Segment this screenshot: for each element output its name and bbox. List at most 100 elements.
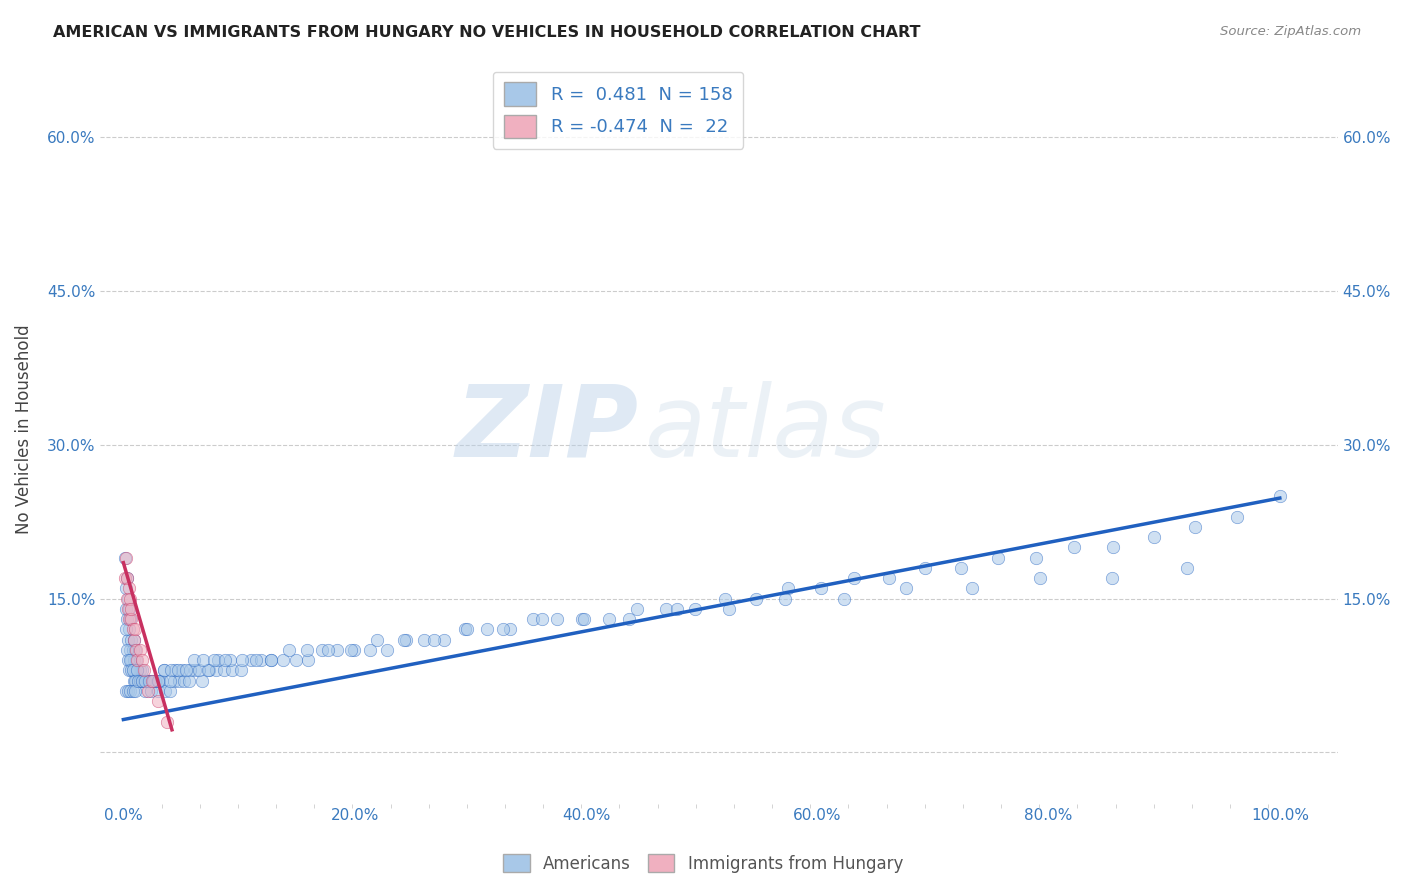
Point [121, 632, 143, 647]
Y-axis label: No Vehicles in Household: No Vehicles in Household [15, 325, 32, 534]
Point [118, 623, 141, 637]
Point [271, 653, 294, 667]
Point [114, 623, 136, 637]
Point [115, 612, 138, 626]
Point [250, 653, 273, 667]
Point [197, 663, 219, 677]
Point [231, 663, 253, 677]
Point [131, 673, 153, 688]
Point [179, 673, 201, 688]
Point [173, 673, 195, 688]
Point [1063, 541, 1085, 555]
Point [187, 663, 209, 677]
Point [153, 663, 176, 677]
Point [366, 632, 388, 647]
Point [212, 663, 235, 677]
Point [125, 653, 148, 667]
Point [128, 673, 150, 688]
Point [718, 602, 741, 616]
Point [713, 591, 735, 606]
Point [174, 663, 197, 677]
Point [1184, 520, 1206, 534]
Point [214, 653, 236, 667]
Point [114, 602, 136, 616]
Point [134, 673, 156, 688]
Point [115, 571, 138, 585]
Point [778, 582, 800, 596]
Point [456, 623, 478, 637]
Point [118, 582, 141, 596]
Point [134, 673, 156, 688]
Point [423, 632, 446, 647]
Point [745, 591, 768, 606]
Point [115, 571, 138, 585]
Point [128, 642, 150, 657]
Point [156, 714, 179, 729]
Point [121, 653, 143, 667]
Point [498, 623, 520, 637]
Point [260, 653, 283, 667]
Point [877, 571, 900, 585]
Point [666, 602, 689, 616]
Point [114, 683, 136, 698]
Point [522, 612, 544, 626]
Point [1226, 509, 1249, 524]
Point [114, 571, 136, 585]
Point [340, 642, 363, 657]
Point [121, 602, 143, 616]
Point [655, 602, 678, 616]
Legend: R =  0.481  N = 158, R = -0.474  N =  22: R = 0.481 N = 158, R = -0.474 N = 22 [494, 71, 744, 149]
Point [683, 602, 706, 616]
Point [141, 673, 163, 688]
Point [115, 591, 138, 606]
Point [530, 612, 553, 626]
Point [453, 623, 475, 637]
Point [239, 653, 262, 667]
Point [159, 673, 181, 688]
Point [394, 632, 416, 647]
Point [297, 653, 319, 667]
Point [117, 602, 139, 616]
Point [163, 673, 186, 688]
Point [121, 683, 143, 698]
Point [572, 612, 595, 626]
Point [127, 663, 149, 677]
Point [131, 663, 153, 677]
Point [122, 632, 145, 647]
Point [832, 591, 855, 606]
Point [139, 673, 162, 688]
Point [1029, 571, 1052, 585]
Point [1101, 571, 1123, 585]
Point [165, 663, 187, 677]
Point [124, 623, 146, 637]
Point [121, 663, 143, 677]
Point [134, 663, 156, 677]
Point [153, 683, 176, 698]
Point [143, 673, 166, 688]
Point [1175, 561, 1198, 575]
Point [207, 653, 229, 667]
Point [166, 663, 188, 677]
Point [120, 591, 142, 606]
Point [202, 653, 225, 667]
Point [122, 632, 145, 647]
Point [1143, 530, 1166, 544]
Point [117, 683, 139, 698]
Point [492, 623, 515, 637]
Point [142, 673, 165, 688]
Point [277, 642, 299, 657]
Point [118, 602, 141, 616]
Point [117, 653, 139, 667]
Point [127, 673, 149, 688]
Point [773, 591, 796, 606]
Point [316, 642, 339, 657]
Point [135, 673, 157, 688]
Point [121, 663, 143, 677]
Point [121, 623, 143, 637]
Point [205, 663, 228, 677]
Point [114, 550, 136, 565]
Point [218, 653, 240, 667]
Point [844, 571, 866, 585]
Text: Source: ZipAtlas.com: Source: ZipAtlas.com [1220, 25, 1361, 38]
Point [191, 673, 214, 688]
